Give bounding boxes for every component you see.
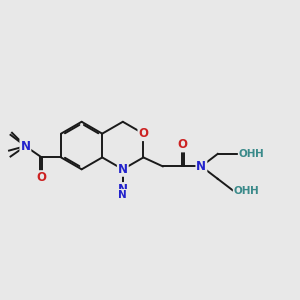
- Text: H: H: [256, 149, 264, 159]
- Text: O: O: [138, 127, 148, 140]
- Text: N: N: [118, 183, 128, 196]
- Text: N: N: [118, 163, 128, 176]
- Text: H: H: [250, 186, 259, 196]
- Text: N: N: [20, 140, 30, 153]
- Text: O: O: [37, 171, 47, 184]
- Text: N: N: [196, 160, 206, 173]
- Text: N: N: [118, 190, 127, 200]
- Text: OH: OH: [239, 149, 256, 159]
- Text: OH: OH: [234, 186, 251, 196]
- Text: O: O: [177, 138, 187, 152]
